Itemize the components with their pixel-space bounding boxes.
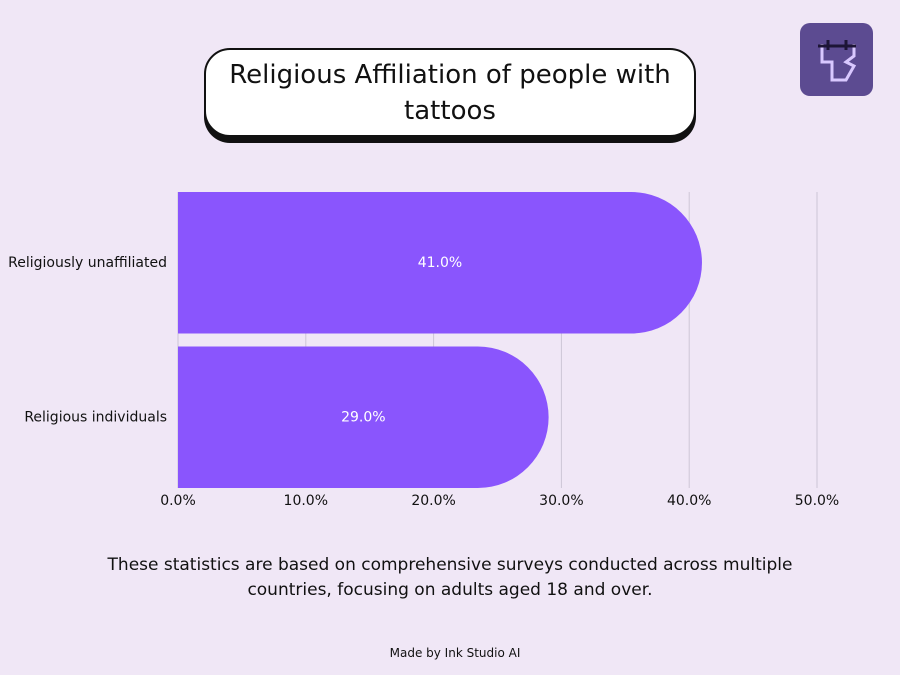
x-tick-label: 0.0%	[160, 493, 196, 509]
chart-title: Religious Affiliation of people with tat…	[229, 59, 671, 126]
footnote: These statistics are based on comprehens…	[107, 555, 793, 600]
bar	[178, 346, 549, 488]
x-tick-label: 40.0%	[667, 493, 711, 509]
y-tick-label: Religiously unaffiliated	[8, 255, 167, 271]
logo	[800, 23, 873, 96]
bar	[178, 192, 702, 334]
value-label: 41.0%	[418, 255, 462, 271]
credit: Made by Ink Studio AI	[389, 646, 521, 660]
title-box: Religious Affiliation of people with tat…	[204, 48, 696, 137]
x-tick-label: 30.0%	[539, 493, 583, 509]
x-tick-label: 20.0%	[411, 493, 455, 509]
y-tick-label: Religious individuals	[24, 409, 167, 425]
x-tick-label: 50.0%	[795, 493, 839, 509]
value-label: 29.0%	[341, 409, 385, 425]
x-tick-label: 10.0%	[284, 493, 328, 509]
